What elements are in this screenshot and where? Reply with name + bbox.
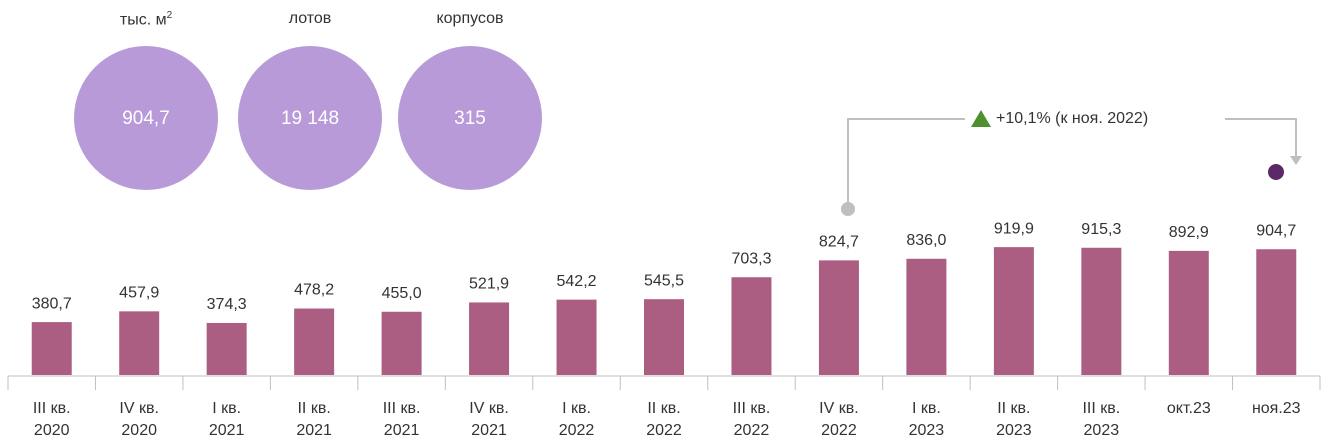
start-dot: [841, 202, 855, 216]
bar: [1256, 249, 1297, 375]
bar: [469, 302, 510, 375]
x-tick-label: IV кв. 2021: [469, 400, 509, 439]
arrow-head: [1290, 156, 1302, 165]
value-label: 904,7: [1256, 222, 1296, 239]
x-tick-label: IV кв. 2022: [819, 400, 859, 439]
connector: [1225, 118, 1297, 158]
value-label: 457,9: [119, 285, 159, 302]
bar: [993, 247, 1034, 375]
value-label: 836,0: [906, 232, 946, 249]
bar: [556, 299, 597, 375]
kpi-value: 315: [454, 108, 486, 129]
connector: [847, 118, 965, 209]
bar: [731, 277, 772, 375]
x-tick-label: III кв. 2021: [382, 400, 421, 439]
value-label: 542,2: [557, 273, 597, 290]
x-tick-label: окт.23: [1166, 400, 1211, 417]
x-tick-label: I кв. 2023: [908, 400, 945, 439]
value-label: 545,5: [644, 272, 684, 289]
value-label: 380,7: [32, 295, 72, 312]
value-label: 892,9: [1169, 224, 1209, 241]
kpi-value: 904,7: [122, 108, 170, 129]
value-label: 919,9: [994, 220, 1034, 237]
bar: [1081, 247, 1122, 375]
value-label: 824,7: [819, 234, 859, 251]
kpi-label: корпусов: [400, 10, 540, 28]
bar: [206, 322, 247, 375]
x-tick-label: II кв. 2023: [996, 400, 1032, 439]
up-triangle: [971, 110, 991, 127]
kpi-bubble: [74, 46, 218, 190]
value-label: 374,3: [207, 296, 247, 313]
kpi-bubble: [398, 46, 542, 190]
kpi-bubble: [238, 46, 382, 190]
bar: [31, 322, 72, 375]
value-label: 478,2: [294, 282, 334, 299]
value-label: 455,0: [382, 285, 422, 302]
value-label: 521,9: [469, 276, 509, 293]
kpi-label: тыс. м2: [76, 10, 216, 29]
bar: [818, 260, 859, 375]
bar: [381, 311, 422, 375]
kpi-label-sup: 2: [166, 10, 173, 21]
kpi-label-text: тыс. м: [119, 11, 167, 29]
x-tick-label: ноя.23: [1251, 400, 1301, 417]
x-tick-label: II кв. 2021: [296, 400, 332, 439]
end-dot: [1268, 164, 1284, 180]
value-label: 915,3: [1081, 221, 1121, 238]
annotation: +10,1% (к ноя. 2022): [996, 110, 1148, 127]
x-tick-label: IV кв. 2020: [119, 400, 159, 439]
x-tick-label: I кв. 2021: [208, 400, 245, 439]
x-tick-label: II кв. 2022: [646, 400, 682, 439]
bar: [1168, 250, 1209, 375]
x-tick-label: III кв. 2020: [32, 400, 71, 439]
x-tick-label: I кв. 2022: [558, 400, 595, 439]
bar: [906, 258, 947, 375]
kpi-value: 19 148: [281, 108, 339, 129]
kpi-label: лотов: [240, 10, 380, 28]
value-label: 703,3: [731, 250, 771, 267]
bar: [119, 311, 160, 375]
x-tick-label: III кв. 2023: [1082, 400, 1121, 439]
bar: [644, 299, 684, 375]
kpi-label-text: корпусов: [436, 10, 504, 27]
bar: [294, 308, 335, 375]
kpi-label-text: лотов: [288, 10, 332, 27]
x-tick-label: III кв. 2022: [732, 400, 771, 439]
